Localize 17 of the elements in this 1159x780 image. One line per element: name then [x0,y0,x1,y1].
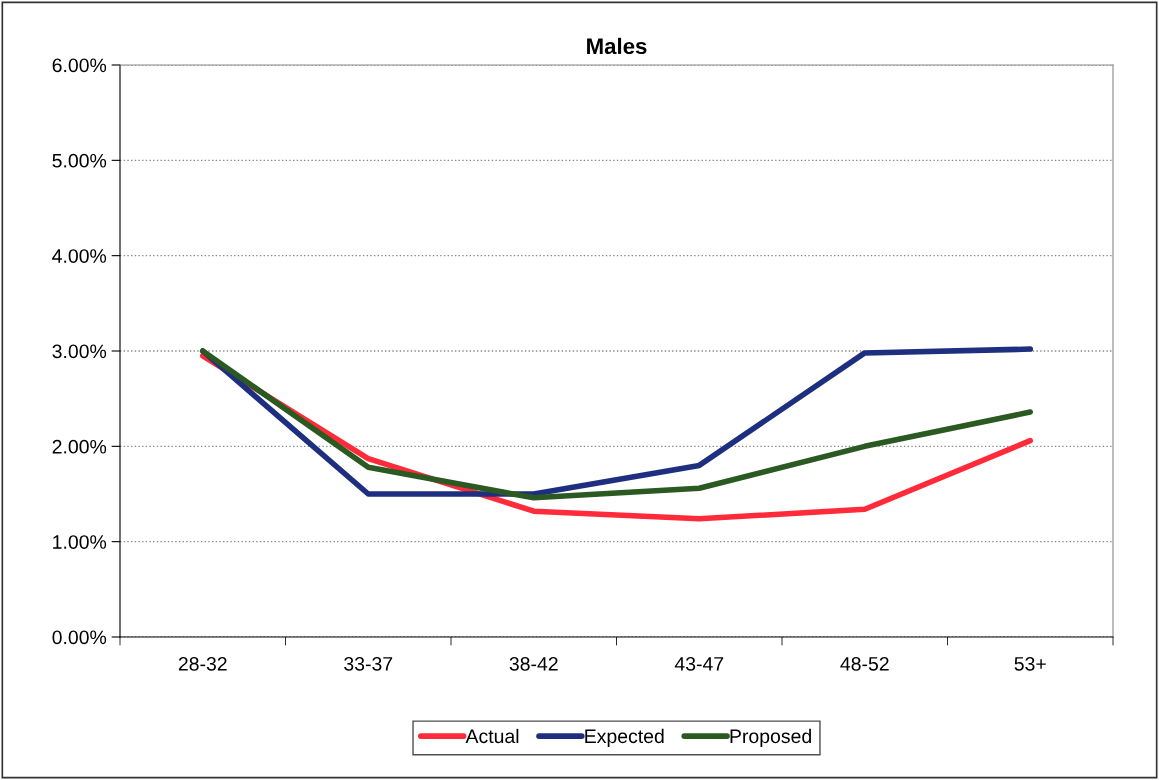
x-tick-label: 53+ [1014,656,1046,671]
x-tick-label: 33-37 [344,656,393,671]
y-tick-label: 1.00% [53,535,107,549]
y-tick-label: 6.00% [52,58,107,73]
y-tick-label: 4.00% [52,249,107,263]
chart-title: Males [587,37,647,55]
x-tick-label: 48-52 [840,656,889,671]
x-tick-label: 43-47 [674,656,724,671]
legend-label: Actual [465,728,519,744]
x-tick-label: 28-32 [178,656,227,671]
y-tick-label: 5.00% [52,153,107,168]
y-tick-label: 3.00% [52,344,107,359]
y-tick-label: 2.00% [52,439,107,454]
legend-label: Proposed [730,728,811,747]
x-tick-label: 38-42 [509,656,558,671]
legend-label: Expected [585,728,664,747]
y-tick-label: 0.00% [52,630,107,645]
